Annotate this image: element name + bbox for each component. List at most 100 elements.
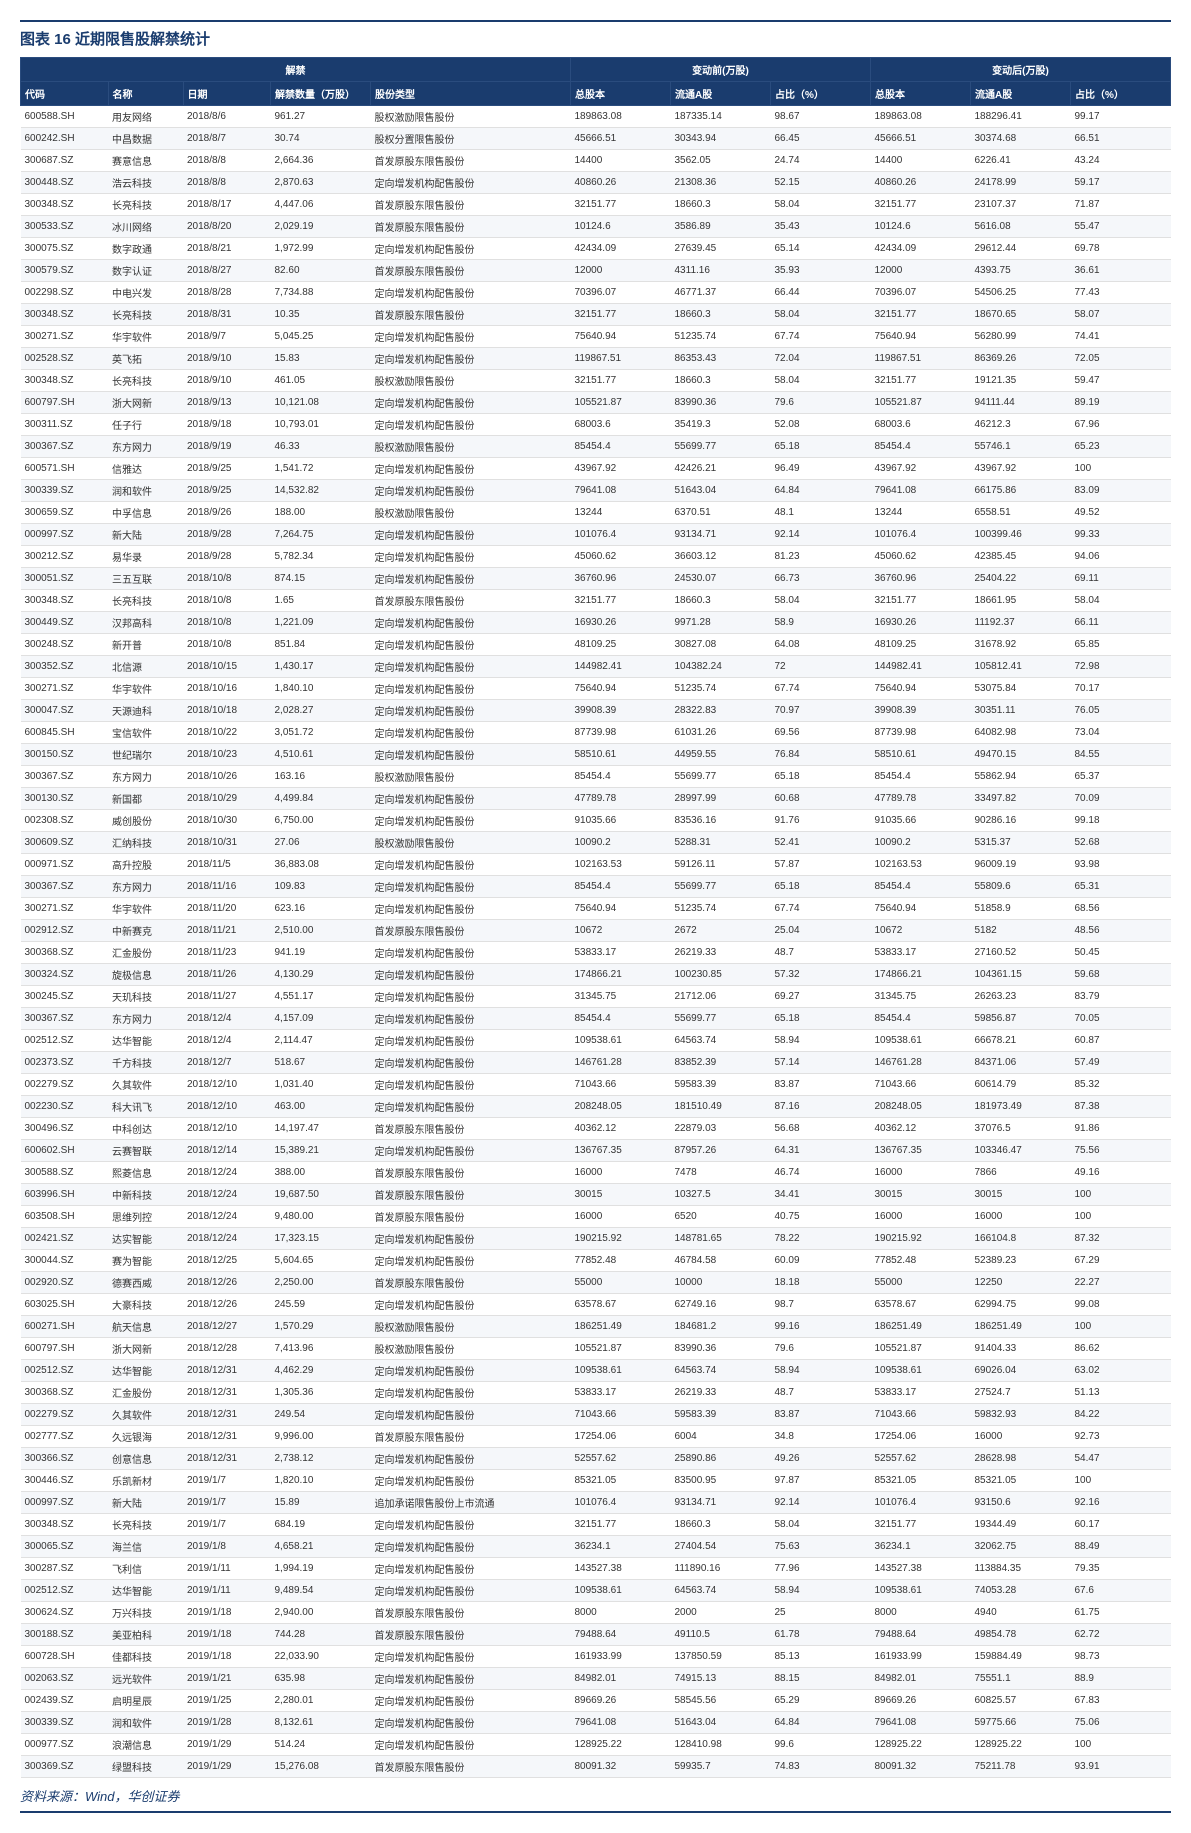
- table-row: 002230.SZ科大讯飞2018/12/10463.00定向增发机构配售股份2…: [21, 1096, 1171, 1118]
- table-cell: 2018/10/26: [183, 766, 271, 788]
- table-cell: 海兰信: [108, 1536, 183, 1558]
- table-cell: 30351.11: [971, 700, 1071, 722]
- table-row: 300051.SZ三五互联2018/10/8874.15定向增发机构配售股份36…: [21, 568, 1171, 590]
- table-cell: 72: [771, 656, 871, 678]
- table-cell: 85454.4: [571, 766, 671, 788]
- table-cell: 2018/12/25: [183, 1250, 271, 1272]
- table-cell: 181973.49: [971, 1096, 1071, 1118]
- table-cell: 17254.06: [571, 1426, 671, 1448]
- table-cell: 4311.16: [671, 260, 771, 282]
- table-cell: 59775.66: [971, 1712, 1071, 1734]
- table-cell: 79641.08: [571, 480, 671, 502]
- table-cell: 000997.SZ: [21, 524, 109, 546]
- table-cell: 57.87: [771, 854, 871, 876]
- table-cell: 中新科技: [108, 1184, 183, 1206]
- table-cell: 2019/1/8: [183, 1536, 271, 1558]
- table-cell: 三五互联: [108, 568, 183, 590]
- table-cell: 100: [1071, 1316, 1171, 1338]
- table-cell: 83990.36: [671, 1338, 771, 1360]
- table-cell: 72.98: [1071, 656, 1171, 678]
- table-cell: 定向增发机构配售股份: [371, 1294, 571, 1316]
- table-cell: 143527.38: [871, 1558, 971, 1580]
- table-cell: 30343.94: [671, 128, 771, 150]
- table-cell: 87.38: [1071, 1096, 1171, 1118]
- table-cell: 股权激励限售股份: [371, 832, 571, 854]
- table-cell: 1.65: [271, 590, 371, 612]
- table-row: 000997.SZ新大陆2019/1/715.89追加承诺限售股份上市流通101…: [21, 1492, 1171, 1514]
- table-cell: 174866.21: [571, 964, 671, 986]
- table-cell: 77852.48: [871, 1250, 971, 1272]
- column-header: 股份类型: [371, 82, 571, 106]
- table-cell: 27524.7: [971, 1382, 1071, 1404]
- table-cell: 67.29: [1071, 1250, 1171, 1272]
- table-row: 600797.SH浙大网新2018/12/287,413.96股权激励限售股份1…: [21, 1338, 1171, 1360]
- table-cell: 首发原股东限售股份: [371, 1184, 571, 1206]
- table-cell: 千方科技: [108, 1052, 183, 1074]
- table-cell: 首发原股东限售股份: [371, 590, 571, 612]
- table-cell: 300449.SZ: [21, 612, 109, 634]
- table-cell: 任子行: [108, 414, 183, 436]
- table-cell: 600571.SH: [21, 458, 109, 480]
- table-cell: 181510.49: [671, 1096, 771, 1118]
- table-cell: 17254.06: [871, 1426, 971, 1448]
- table-cell: 27404.54: [671, 1536, 771, 1558]
- table-cell: 30.74: [271, 128, 371, 150]
- table-cell: 002512.SZ: [21, 1580, 109, 1602]
- table-cell: 定向增发机构配售股份: [371, 810, 571, 832]
- table-cell: 46.74: [771, 1162, 871, 1184]
- table-cell: 109538.61: [871, 1360, 971, 1382]
- table-cell: 100: [1071, 458, 1171, 480]
- table-cell: 002439.SZ: [21, 1690, 109, 1712]
- table-cell: 97.87: [771, 1470, 871, 1492]
- table-cell: 数字认证: [108, 260, 183, 282]
- table-cell: 71043.66: [871, 1404, 971, 1426]
- table-row: 600797.SH浙大网新2018/9/1310,121.08定向增发机构配售股…: [21, 392, 1171, 414]
- table-cell: 2018/8/8: [183, 172, 271, 194]
- table-cell: 85454.4: [571, 436, 671, 458]
- table-cell: 64.84: [771, 480, 871, 502]
- table-cell: 66175.86: [971, 480, 1071, 502]
- table-cell: 定向增发机构配售股份: [371, 1470, 571, 1492]
- column-header: 日期: [183, 82, 271, 106]
- table-cell: 67.6: [1071, 1580, 1171, 1602]
- table-cell: 300051.SZ: [21, 568, 109, 590]
- table-cell: 汇纳科技: [108, 832, 183, 854]
- table-cell: 43967.92: [871, 458, 971, 480]
- table-cell: 30015: [571, 1184, 671, 1206]
- table-cell: 2019/1/18: [183, 1602, 271, 1624]
- table-cell: 77.96: [771, 1558, 871, 1580]
- table-cell: 32151.77: [571, 590, 671, 612]
- table-cell: 1,541.72: [271, 458, 371, 480]
- table-cell: 300339.SZ: [21, 480, 109, 502]
- table-cell: 60.68: [771, 788, 871, 810]
- table-cell: 111890.16: [671, 1558, 771, 1580]
- table-cell: 定向增发机构配售股份: [371, 744, 571, 766]
- table-row: 603025.SH大豪科技2018/12/26245.59定向增发机构配售股份6…: [21, 1294, 1171, 1316]
- table-row: 300352.SZ北信源2018/10/151,430.17定向增发机构配售股份…: [21, 656, 1171, 678]
- table-cell: 002512.SZ: [21, 1030, 109, 1052]
- table-cell: 91.86: [1071, 1118, 1171, 1140]
- table-cell: 63.02: [1071, 1360, 1171, 1382]
- table-cell: 新国都: [108, 788, 183, 810]
- table-cell: 32151.77: [871, 370, 971, 392]
- table-cell: 威创股份: [108, 810, 183, 832]
- table-cell: 136767.35: [871, 1140, 971, 1162]
- table-cell: 59583.39: [671, 1074, 771, 1096]
- table-cell: 300271.SZ: [21, 898, 109, 920]
- table-cell: 定向增发机构配售股份: [371, 1074, 571, 1096]
- table-row: 300367.SZ东方网力2018/10/26163.16股权激励限售股份854…: [21, 766, 1171, 788]
- table-cell: 300271.SZ: [21, 678, 109, 700]
- table-cell: 67.74: [771, 678, 871, 700]
- table-cell: 59935.7: [671, 1756, 771, 1778]
- table-cell: 105521.87: [571, 1338, 671, 1360]
- table-cell: 61.78: [771, 1624, 871, 1646]
- table-cell: 6004: [671, 1426, 771, 1448]
- table-cell: 85.13: [771, 1646, 871, 1668]
- table-cell: 83.87: [771, 1404, 871, 1426]
- table-cell: 163.16: [271, 766, 371, 788]
- table-cell: 10.35: [271, 304, 371, 326]
- table-cell: 79.6: [771, 1338, 871, 1360]
- table-row: 000997.SZ新大陆2018/9/287,264.75定向增发机构配售股份1…: [21, 524, 1171, 546]
- table-row: 002920.SZ德赛西威2018/12/262,250.00首发原股东限售股份…: [21, 1272, 1171, 1294]
- table-cell: 60614.79: [971, 1074, 1071, 1096]
